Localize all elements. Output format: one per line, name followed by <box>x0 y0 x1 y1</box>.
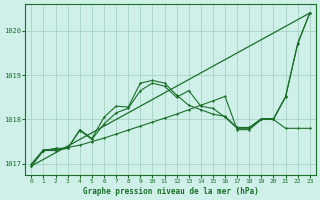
X-axis label: Graphe pression niveau de la mer (hPa): Graphe pression niveau de la mer (hPa) <box>83 187 259 196</box>
